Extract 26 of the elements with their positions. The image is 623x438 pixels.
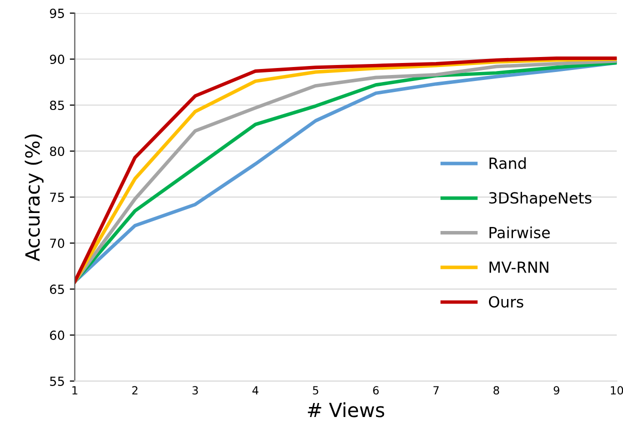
x-tick-label: 9 [554,386,560,395]
legend-label: Ours [488,296,524,308]
x-tick-label: 3 [192,386,198,395]
legend-label: Rand [490,157,526,170]
x-tick-label: 2 [132,386,138,394]
y-tick-label: 95 [50,8,64,18]
y-axis-title: Accuracy (%) [24,134,44,262]
x-tick-label: 6 [373,386,379,395]
x-axis-title: # Views [308,402,384,418]
x-tick-label: 7 [433,386,439,394]
x-tick-label: 10 [610,386,623,395]
y-tick-label: 70 [50,238,64,248]
x-tick-label: 1 [72,386,78,394]
y-tick-label: 80 [50,146,64,156]
legend-label: 3DShapeNets [489,192,592,207]
y-tick-label: 60 [50,330,64,340]
y-tick-label: 75 [50,192,64,202]
y-tick-label: 55 [50,376,64,386]
legend-label: MV-RNN [490,262,548,273]
y-tick-label: 90 [50,54,64,64]
legend-label: Pairwise [490,226,550,238]
y-tick-label: 65 [50,284,64,294]
x-tick-label: 4 [252,386,258,394]
y-tick-label: 85 [50,100,64,110]
x-tick-label: 5 [312,386,318,395]
x-tick-label: 8 [494,386,500,395]
